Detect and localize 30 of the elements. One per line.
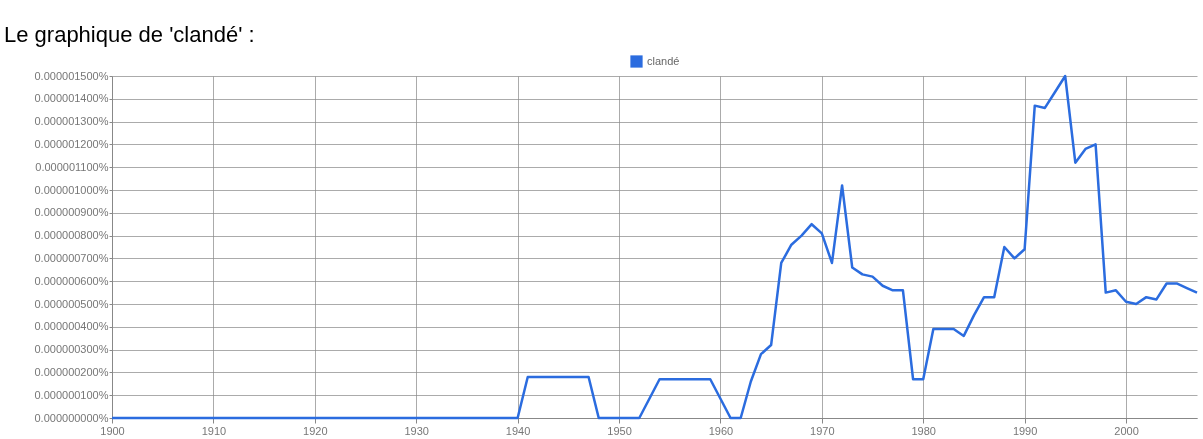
- y-tick-label: 0.000000300%: [34, 343, 109, 356]
- x-tick-label: 1900: [100, 424, 125, 437]
- y-tick-label: 0.000000400%: [34, 320, 109, 333]
- chart-title: Le graphique de 'clandé' :: [4, 22, 255, 47]
- x-tick-label: 1990: [1012, 424, 1038, 437]
- y-tick-label: 0.000000100%: [34, 388, 109, 401]
- y-tick-label: 0.000001100%: [35, 160, 109, 173]
- y-tick-label: 0.000001000%: [34, 183, 109, 196]
- y-tick-label: 0.000000000%: [34, 411, 109, 424]
- y-tick-label: 0.000000900%: [34, 206, 109, 219]
- y-tick-label: 0.000001400%: [34, 92, 109, 105]
- x-tick-label: 1920: [303, 424, 328, 437]
- y-tick-label: 0.000001300%: [34, 115, 109, 128]
- y-tick-label: 0.000000500%: [34, 297, 109, 310]
- y-tick-label: 0.000000600%: [34, 274, 109, 287]
- x-tick-label: 1950: [607, 424, 632, 437]
- y-tick-label: 0.000000700%: [34, 251, 109, 264]
- x-tick-label: 1930: [404, 424, 429, 437]
- y-tick-label: 0.000000200%: [34, 365, 109, 378]
- x-tick-label: 2000: [1114, 424, 1139, 437]
- x-tick-label: 1980: [911, 424, 936, 437]
- x-tick-label: 1910: [201, 424, 227, 437]
- y-tick-label: 0.000001200%: [34, 137, 109, 150]
- x-tick-label: 1940: [505, 424, 531, 437]
- y-tick-label: 0.000001500%: [34, 69, 109, 82]
- x-tick-label: 1970: [810, 424, 835, 437]
- y-tick-label: 0.000000800%: [34, 229, 109, 242]
- legend-label: clandé: [647, 54, 680, 67]
- x-tick-label: 1960: [708, 424, 734, 437]
- line-series: [110, 74, 1199, 420]
